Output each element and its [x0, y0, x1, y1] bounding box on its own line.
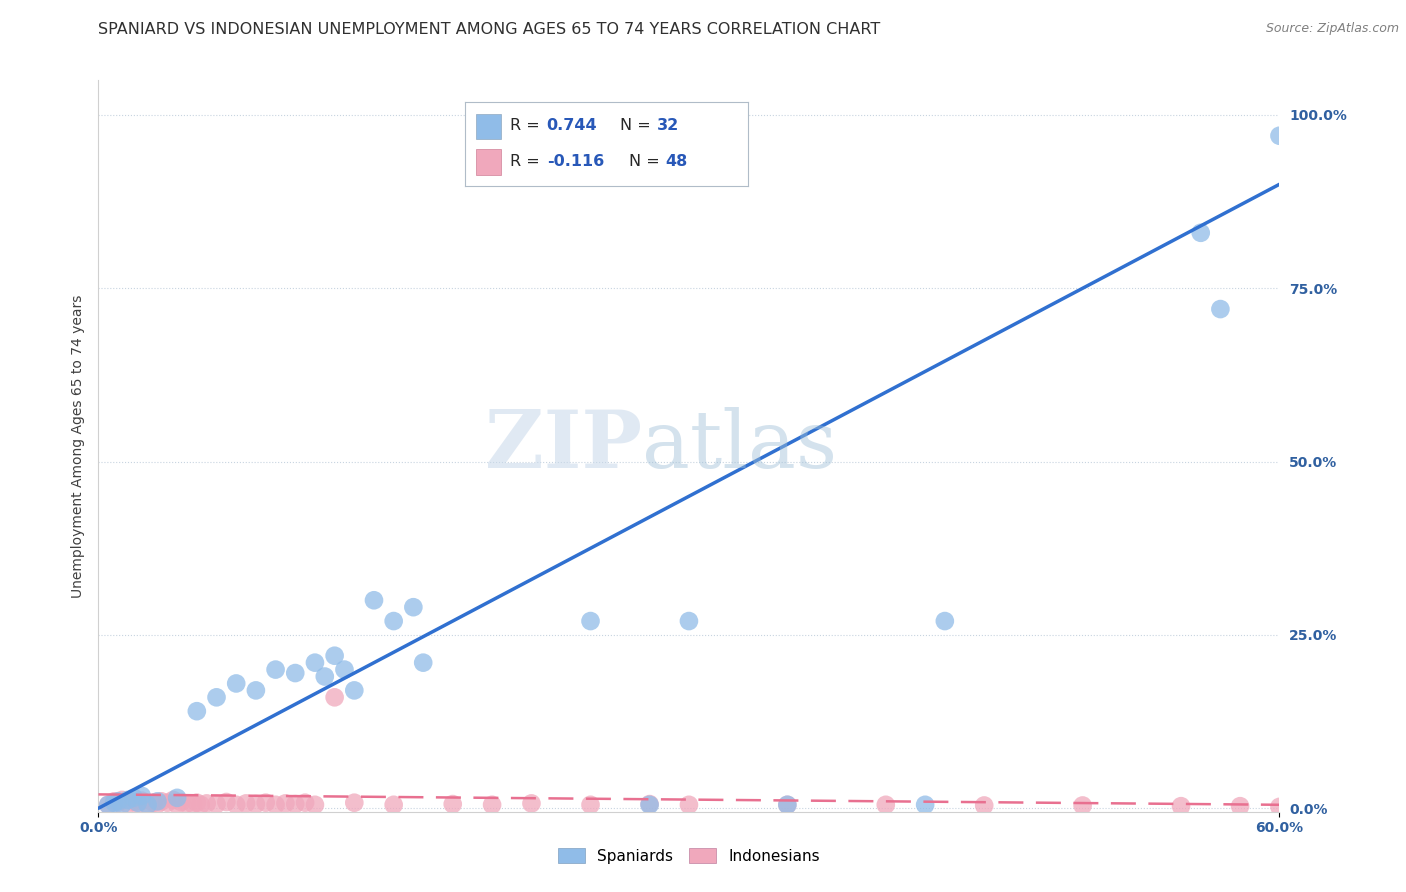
Point — [264, 797, 287, 812]
Point — [107, 796, 129, 810]
Point — [579, 614, 602, 628]
Point — [142, 796, 165, 810]
Point — [122, 790, 145, 805]
Point — [1170, 799, 1192, 814]
Point — [304, 797, 326, 812]
Point — [131, 794, 153, 808]
Point — [195, 797, 218, 811]
Point — [146, 797, 169, 811]
Point — [934, 614, 956, 628]
Text: SPANIARD VS INDONESIAN UNEMPLOYMENT AMONG AGES 65 TO 74 YEARS CORRELATION CHART: SPANIARD VS INDONESIAN UNEMPLOYMENT AMON… — [98, 22, 880, 37]
Point — [122, 795, 145, 809]
Point — [166, 797, 188, 812]
Point — [402, 600, 425, 615]
Point — [1209, 301, 1232, 316]
Point — [412, 656, 434, 670]
Point — [166, 790, 188, 805]
Text: R =: R = — [510, 153, 544, 169]
Point — [333, 663, 356, 677]
Point — [579, 797, 602, 812]
Point — [117, 797, 139, 811]
Text: ZIP: ZIP — [485, 407, 641, 485]
Point — [170, 795, 193, 809]
Point — [363, 593, 385, 607]
Text: atlas: atlas — [641, 407, 837, 485]
Point — [111, 793, 134, 807]
Point — [97, 797, 120, 812]
Point — [150, 794, 173, 808]
Point — [107, 794, 129, 808]
Point — [294, 796, 316, 810]
Point — [520, 797, 543, 811]
Point — [304, 656, 326, 670]
Point — [205, 690, 228, 705]
Point — [131, 789, 153, 803]
Point — [254, 796, 277, 810]
Point — [284, 666, 307, 681]
Point — [274, 797, 297, 811]
Point — [875, 797, 897, 812]
Text: -0.116: -0.116 — [547, 153, 605, 169]
Point — [117, 793, 139, 807]
Point — [1229, 799, 1251, 814]
Point — [186, 704, 208, 718]
Point — [186, 796, 208, 810]
Bar — [475, 114, 502, 139]
Point — [225, 676, 247, 690]
Point — [314, 669, 336, 683]
Point — [103, 796, 125, 810]
Legend: Spaniards, Indonesians: Spaniards, Indonesians — [551, 842, 827, 870]
Text: 48: 48 — [666, 153, 688, 169]
Point — [156, 796, 179, 810]
Point — [225, 797, 247, 812]
Point — [343, 683, 366, 698]
Point — [235, 797, 257, 811]
Point — [1268, 800, 1291, 814]
Text: Source: ZipAtlas.com: Source: ZipAtlas.com — [1265, 22, 1399, 36]
Text: R =: R = — [510, 119, 544, 133]
Point — [914, 797, 936, 812]
Point — [162, 793, 184, 807]
Point — [181, 797, 204, 811]
Y-axis label: Unemployment Among Ages 65 to 74 years: Unemployment Among Ages 65 to 74 years — [70, 294, 84, 598]
Point — [103, 794, 125, 808]
Point — [136, 797, 159, 812]
Point — [382, 797, 405, 812]
Point — [127, 796, 149, 810]
Point — [1189, 226, 1212, 240]
Point — [190, 797, 212, 812]
Point — [97, 797, 120, 812]
Text: 0.744: 0.744 — [547, 119, 598, 133]
Point — [146, 794, 169, 808]
Point — [176, 797, 198, 811]
Text: N =: N = — [620, 119, 657, 133]
Point — [205, 797, 228, 811]
Point — [382, 614, 405, 628]
Point — [678, 614, 700, 628]
Point — [323, 648, 346, 663]
Point — [973, 798, 995, 813]
Point — [441, 797, 464, 811]
Point — [127, 797, 149, 811]
Point — [245, 683, 267, 698]
Point — [343, 796, 366, 810]
Text: N =: N = — [628, 153, 665, 169]
Point — [111, 797, 134, 812]
Point — [481, 797, 503, 812]
Point — [776, 797, 799, 812]
Point — [638, 797, 661, 811]
Text: 32: 32 — [657, 119, 679, 133]
Bar — [475, 149, 502, 175]
Point — [323, 690, 346, 705]
Point — [1268, 128, 1291, 143]
Point — [245, 797, 267, 811]
Point — [264, 663, 287, 677]
Point — [776, 797, 799, 812]
Point — [1071, 798, 1094, 813]
Point — [284, 797, 307, 811]
Point — [678, 797, 700, 812]
Point — [215, 795, 238, 809]
Point — [638, 797, 661, 812]
Point — [136, 797, 159, 812]
